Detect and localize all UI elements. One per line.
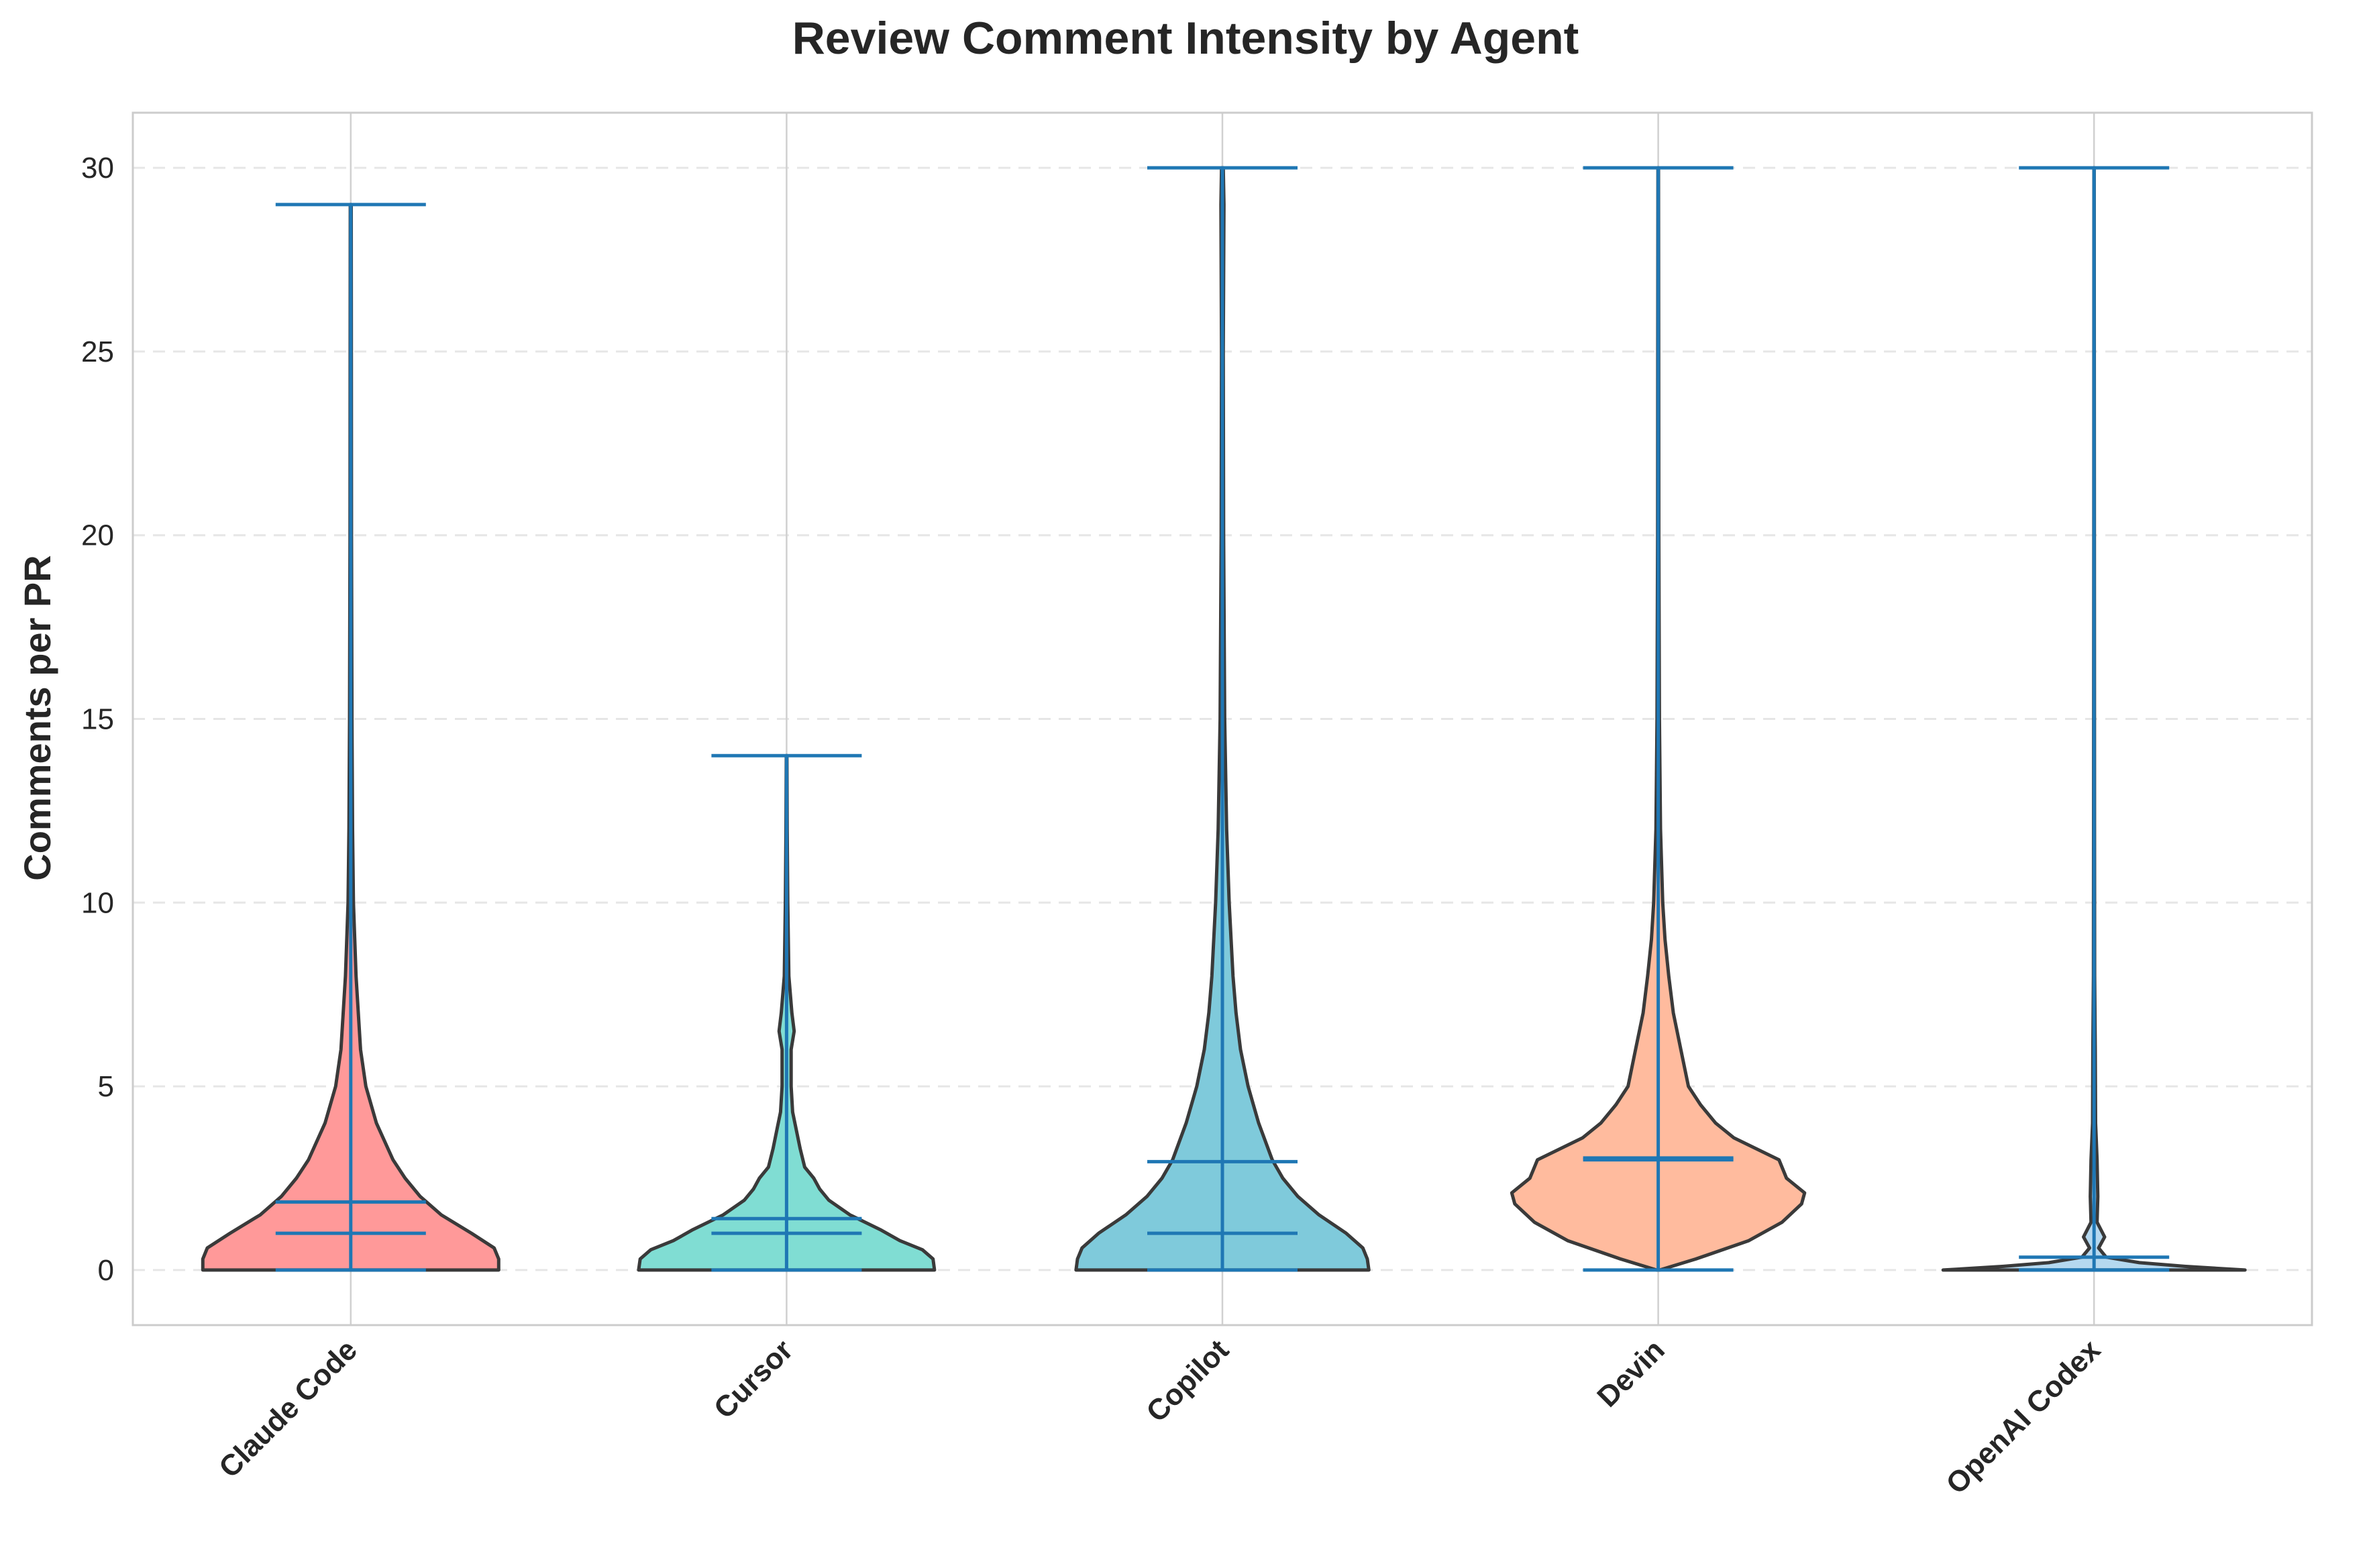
x-tick-label: Cursor: [708, 1333, 800, 1425]
y-axis-ticks: 0 5 10 15 20 25 30: [81, 152, 114, 1287]
y-tick-label: 5: [98, 1070, 114, 1103]
x-tick-label: Copilot: [1140, 1333, 1235, 1428]
y-tick-label: 20: [81, 519, 114, 552]
x-tick-label: OpenAI Codex: [1940, 1333, 2107, 1500]
plot-frame: [131, 111, 2313, 1326]
chart-title: Review Comment Intensity by Agent: [792, 13, 1579, 64]
x-tick-label: Claude Code: [213, 1333, 364, 1484]
y-tick-label: 25: [81, 335, 114, 368]
y-axis-label: Comments per PR: [16, 555, 58, 880]
x-tick-label: Devin: [1591, 1333, 1671, 1413]
y-tick-label: 10: [81, 886, 114, 919]
y-tick-label: 15: [81, 703, 114, 736]
x-axis-ticks: Claude Code Cursor Copilot Devin OpenAI Code…: [213, 1333, 2107, 1500]
y-tick-label: 30: [81, 152, 114, 185]
y-tick-label: 0: [98, 1254, 114, 1287]
stat-lines: [275, 166, 2170, 1272]
